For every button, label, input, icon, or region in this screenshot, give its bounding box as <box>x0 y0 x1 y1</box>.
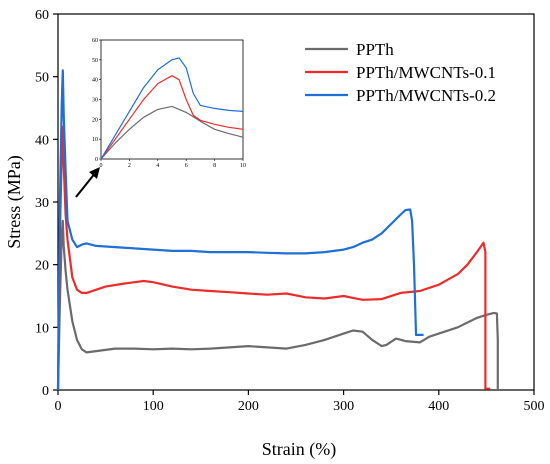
x-tick-label: 500 <box>524 399 545 414</box>
series-line-ppth-mwcnts-0-1 <box>56 125 491 391</box>
inset-series-line-ppth <box>100 105 244 160</box>
x-tick-label: 200 <box>238 399 259 414</box>
inset-y-tick-label: 20 <box>92 117 98 123</box>
x-tick-label: 100 <box>143 399 164 414</box>
inset-y-tick-label: 60 <box>92 38 98 44</box>
inset-series-line-ppth-mwcnts-0-2 <box>100 57 244 160</box>
inset-x-tick-label: 6 <box>185 163 188 169</box>
legend-label-ppth: PPTh <box>356 40 394 59</box>
series-line-ppth <box>56 219 499 391</box>
inset-y-tick-label: 10 <box>92 137 98 143</box>
inset-y-tick-label: 0 <box>95 157 98 163</box>
main-series-group <box>56 69 499 391</box>
inset-chart: 0 2 4 6 8 10 0 10 20 30 40 50 60 <box>92 38 246 169</box>
y-tick-label: 50 <box>35 71 49 86</box>
inset-series-line-ppth-mwcnts-0-1 <box>100 75 244 160</box>
inset-x-tick-label: 0 <box>100 163 103 169</box>
y-tick-label: 60 <box>35 8 49 23</box>
series-line-ppth-mwcnts-0-2 <box>56 69 424 391</box>
x-tick-label: 0 <box>55 399 62 414</box>
y-tick-label: 10 <box>35 321 49 336</box>
inset-x-tick-label: 10 <box>240 163 246 169</box>
legend: PPTh PPTh/MWCNTs-0.1 PPTh/MWCNTs-0.2 <box>305 40 496 105</box>
y-tick-label: 40 <box>35 133 49 148</box>
y-tick-label: 0 <box>42 384 49 399</box>
inset-y-tick-label: 40 <box>92 78 98 84</box>
x-axis-title: Strain (%) <box>262 439 336 460</box>
y-tick-label: 30 <box>35 196 49 211</box>
inset-y-tick-label: 30 <box>92 98 98 104</box>
inset-x-tick-label: 4 <box>156 163 159 169</box>
legend-label-ppth-mwcnts-0-2: PPTh/MWCNTs-0.2 <box>356 86 496 105</box>
x-tick-label: 400 <box>428 399 449 414</box>
inset-frame <box>100 39 244 160</box>
x-tick-label: 300 <box>333 399 354 414</box>
zoom-arrow-line <box>75 171 97 198</box>
inset-x-tick-label: 2 <box>128 163 131 169</box>
zoom-arrow <box>75 167 100 198</box>
inset-x-tick-label: 8 <box>213 163 216 169</box>
legend-label-ppth-mwcnts-0-1: PPTh/MWCNTs-0.1 <box>356 63 496 82</box>
zoom-arrow-head <box>89 167 100 179</box>
inset-y-tick-label: 50 <box>92 58 98 64</box>
y-tick-label: 20 <box>35 259 49 274</box>
y-axis-title: Stress (MPa) <box>4 155 25 249</box>
